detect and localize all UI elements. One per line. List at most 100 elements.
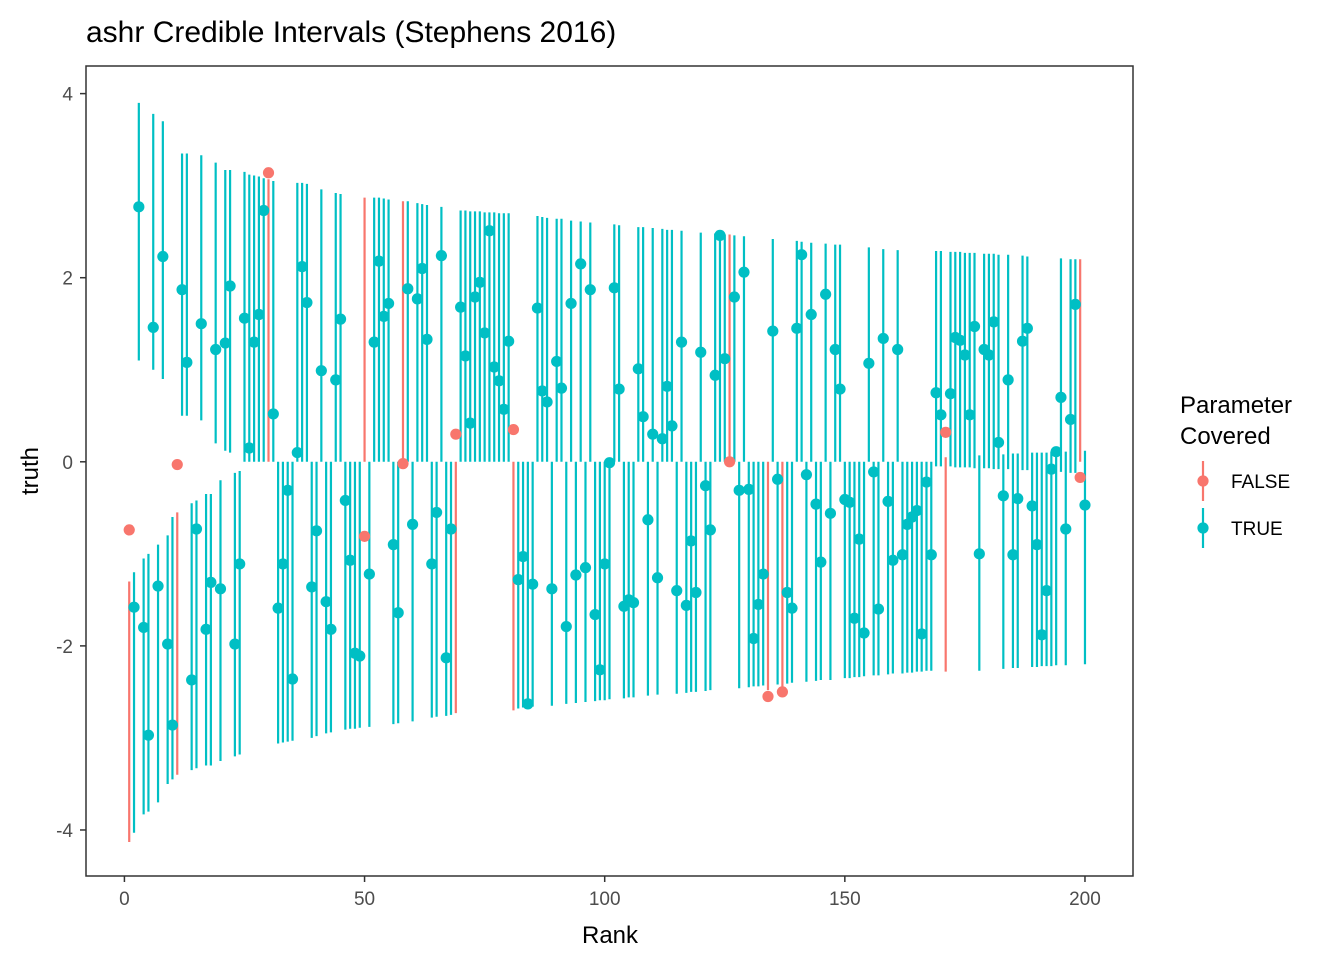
point-true-rank-178 xyxy=(973,548,985,560)
point-true-rank-59 xyxy=(402,283,414,295)
x-tick-label: 200 xyxy=(1069,889,1101,910)
point-true-rank-186 xyxy=(1012,493,1024,505)
point-true-rank-41 xyxy=(315,365,327,377)
point-true-rank-62 xyxy=(416,262,428,275)
point-true-rank-147 xyxy=(824,507,837,519)
point-true-rank-149 xyxy=(834,383,846,395)
point-true-rank-114 xyxy=(666,420,678,432)
point-true-rank-195 xyxy=(1055,391,1067,403)
point-true-rank-8 xyxy=(157,250,169,263)
y-tick-label: -2 xyxy=(56,637,73,658)
point-false-rank-11 xyxy=(171,458,183,471)
point-true-rank-12 xyxy=(176,284,188,296)
point-true-rank-57 xyxy=(392,607,404,619)
point-true-rank-122 xyxy=(704,524,716,536)
point-true-rank-196 xyxy=(1060,523,1072,535)
point-true-rank-131 xyxy=(747,632,760,645)
point-true-rank-77 xyxy=(488,361,500,373)
point-true-rank-16 xyxy=(195,318,207,330)
point-true-rank-2 xyxy=(128,601,140,613)
point-true-rank-85 xyxy=(527,578,539,590)
point-true-rank-65 xyxy=(431,506,443,519)
point-true-rank-121 xyxy=(699,480,712,492)
point-true-rank-36 xyxy=(291,446,303,459)
point-true-rank-123 xyxy=(709,369,721,381)
point-true-rank-153 xyxy=(853,533,865,545)
point-true-rank-185 xyxy=(1007,549,1019,561)
point-true-rank-100 xyxy=(599,558,611,570)
point-true-rank-117 xyxy=(680,599,692,611)
point-true-rank-159 xyxy=(882,495,894,507)
legend-key-point-true xyxy=(1197,522,1209,534)
y-axis-title: truth xyxy=(17,447,44,495)
point-true-rank-35 xyxy=(286,673,299,685)
point-true-rank-84 xyxy=(522,698,534,710)
point-true-rank-106 xyxy=(627,597,640,609)
point-true-rank-86 xyxy=(531,302,544,314)
point-true-rank-73 xyxy=(469,291,481,303)
point-true-rank-83 xyxy=(517,551,529,563)
legend-title-line-1: Parameter xyxy=(1180,392,1292,419)
point-true-rank-156 xyxy=(868,466,880,478)
point-false-rank-69 xyxy=(450,428,462,440)
point-true-rank-197 xyxy=(1064,413,1077,426)
point-true-rank-96 xyxy=(579,562,592,574)
point-true-rank-144 xyxy=(810,498,822,510)
point-true-rank-72 xyxy=(464,417,476,429)
point-true-rank-136 xyxy=(771,473,784,485)
point-true-rank-180 xyxy=(983,349,995,361)
point-true-rank-111 xyxy=(651,572,664,584)
point-true-rank-32 xyxy=(272,602,284,614)
point-true-rank-23 xyxy=(229,638,241,650)
point-true-rank-142 xyxy=(800,469,813,481)
point-true-rank-141 xyxy=(796,249,808,261)
point-true-rank-52 xyxy=(368,336,380,348)
point-true-rank-92 xyxy=(560,620,572,633)
point-true-rank-19 xyxy=(210,343,222,356)
point-true-rank-74 xyxy=(474,276,486,288)
point-true-rank-130 xyxy=(743,483,755,496)
point-true-rank-128 xyxy=(733,484,745,496)
point-true-rank-140 xyxy=(791,322,803,334)
y-tick-label: -4 xyxy=(56,821,73,842)
point-true-rank-192 xyxy=(1040,585,1053,597)
point-true-rank-169 xyxy=(930,387,942,399)
point-true-rank-15 xyxy=(190,523,203,535)
point-true-rank-43 xyxy=(325,623,337,635)
point-true-rank-63 xyxy=(421,333,433,345)
point-true-rank-22 xyxy=(224,280,236,292)
point-true-rank-40 xyxy=(310,525,323,537)
point-true-rank-80 xyxy=(503,335,515,347)
point-true-rank-154 xyxy=(858,627,870,639)
point-true-rank-34 xyxy=(282,484,294,496)
point-true-rank-200 xyxy=(1079,499,1091,511)
point-true-rank-18 xyxy=(205,576,217,588)
point-true-rank-124 xyxy=(714,229,726,241)
point-true-rank-193 xyxy=(1045,463,1057,475)
point-true-rank-93 xyxy=(565,297,577,310)
point-true-rank-107 xyxy=(632,363,644,375)
point-true-rank-152 xyxy=(848,612,861,624)
point-true-rank-190 xyxy=(1031,539,1043,551)
x-tick-label: 150 xyxy=(829,889,861,910)
point-true-rank-71 xyxy=(459,350,472,362)
point-true-rank-79 xyxy=(498,403,510,415)
point-true-rank-27 xyxy=(248,336,260,348)
point-true-rank-175 xyxy=(959,349,971,361)
point-true-rank-98 xyxy=(589,608,601,621)
point-true-rank-138 xyxy=(781,586,793,599)
point-true-rank-56 xyxy=(387,539,399,551)
point-true-rank-44 xyxy=(330,374,342,386)
point-false-rank-199 xyxy=(1074,471,1086,484)
point-true-rank-60 xyxy=(406,518,419,530)
point-true-rank-172 xyxy=(944,388,957,400)
point-true-rank-168 xyxy=(925,549,937,561)
point-true-rank-55 xyxy=(382,297,395,310)
point-false-rank-1 xyxy=(123,524,135,536)
point-true-rank-31 xyxy=(267,408,279,420)
point-true-rank-167 xyxy=(920,476,933,488)
point-true-rank-139 xyxy=(786,602,798,614)
point-true-rank-155 xyxy=(863,357,875,369)
x-tick-label: 0 xyxy=(119,889,130,910)
